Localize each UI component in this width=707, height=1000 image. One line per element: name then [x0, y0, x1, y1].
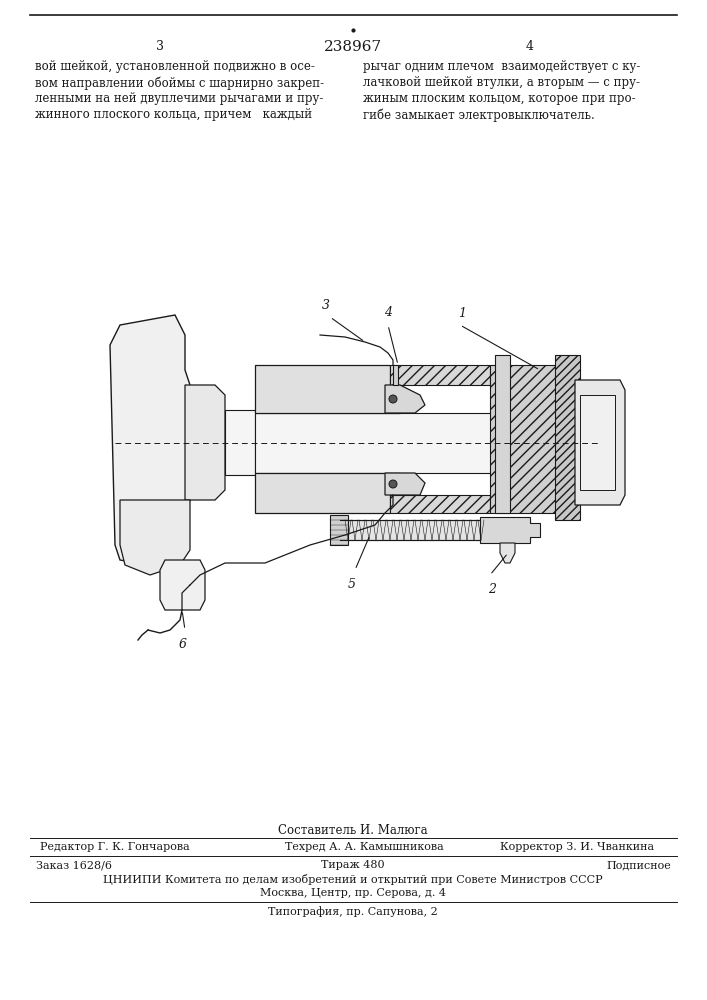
- Text: лачковой шейкой втулки, а вторым — с пру-: лачковой шейкой втулки, а вторым — с пру…: [363, 76, 640, 89]
- Text: ленными на ней двуплечими рычагами и пру-: ленными на ней двуплечими рычагами и пру…: [35, 92, 323, 105]
- Polygon shape: [385, 385, 425, 413]
- Polygon shape: [255, 365, 400, 413]
- Text: жиным плоским кольцом, которое при про-: жиным плоским кольцом, которое при про-: [363, 92, 636, 105]
- Text: рычаг одним плечом  взаимодействует с ку-: рычаг одним плечом взаимодействует с ку-: [363, 60, 641, 73]
- Polygon shape: [575, 380, 625, 505]
- Text: 3: 3: [322, 299, 330, 312]
- Text: 2: 2: [488, 583, 496, 596]
- Text: 3: 3: [156, 40, 164, 53]
- Circle shape: [389, 395, 397, 403]
- Polygon shape: [580, 395, 615, 490]
- Polygon shape: [495, 355, 510, 513]
- Text: Типография, пр. Сапунова, 2: Типография, пр. Сапунова, 2: [268, 906, 438, 917]
- Polygon shape: [255, 473, 400, 513]
- Polygon shape: [480, 517, 540, 543]
- Text: 6: 6: [179, 638, 187, 651]
- Text: 4: 4: [526, 40, 534, 53]
- Polygon shape: [390, 495, 490, 513]
- Text: жинного плоского кольца, причем   каждый: жинного плоского кольца, причем каждый: [35, 108, 312, 121]
- Circle shape: [389, 480, 397, 488]
- Text: Техред А. А. Камышникова: Техред А. А. Камышникова: [285, 842, 444, 852]
- Polygon shape: [340, 520, 530, 540]
- Polygon shape: [225, 410, 255, 475]
- Polygon shape: [390, 365, 490, 385]
- Polygon shape: [110, 315, 190, 570]
- Text: Подписное: Подписное: [606, 860, 671, 870]
- Text: вой шейкой, установленной подвижно в осе-: вой шейкой, установленной подвижно в осе…: [35, 60, 315, 73]
- Text: гибе замыкает электровыключатель.: гибе замыкает электровыключатель.: [363, 108, 595, 121]
- Text: вом направлении обоймы с шарнирно закреп-: вом направлении обоймы с шарнирно закреп…: [35, 76, 324, 90]
- Text: Тираж 480: Тираж 480: [321, 860, 385, 870]
- Polygon shape: [185, 385, 225, 500]
- Text: Составитель И. Малюга: Составитель И. Малюга: [278, 824, 428, 837]
- Polygon shape: [500, 543, 515, 563]
- Text: Редактор Г. К. Гончарова: Редактор Г. К. Гончарова: [40, 842, 189, 852]
- Polygon shape: [490, 365, 560, 513]
- Polygon shape: [393, 365, 398, 385]
- Text: 238967: 238967: [324, 40, 382, 54]
- Polygon shape: [385, 473, 425, 495]
- Text: 1: 1: [458, 307, 466, 320]
- Polygon shape: [160, 560, 205, 610]
- Text: Заказ 1628/6: Заказ 1628/6: [36, 860, 112, 870]
- Polygon shape: [120, 500, 190, 575]
- Text: Корректор З. И. Чванкина: Корректор З. И. Чванкина: [500, 842, 654, 852]
- Polygon shape: [330, 515, 348, 545]
- Text: Москва, Центр, пр. Серова, д. 4: Москва, Центр, пр. Серова, д. 4: [260, 888, 446, 898]
- Text: 4: 4: [384, 306, 392, 319]
- Text: ЦНИИПИ Комитета по делам изобретений и открытий при Совете Министров СССР: ЦНИИПИ Комитета по делам изобретений и о…: [103, 874, 603, 885]
- Polygon shape: [555, 355, 580, 520]
- Text: 5: 5: [348, 578, 356, 591]
- Polygon shape: [255, 413, 505, 473]
